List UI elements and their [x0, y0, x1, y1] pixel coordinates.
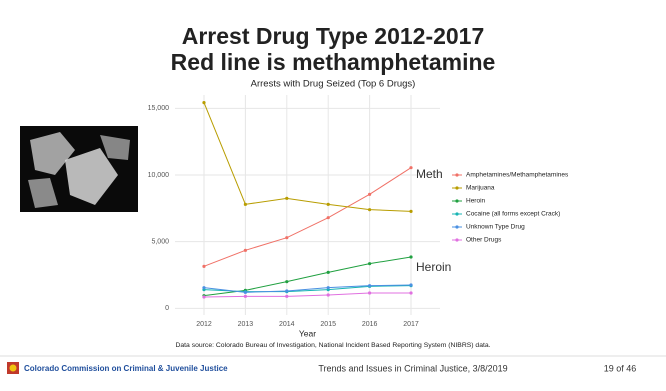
- series-line: [203, 167, 412, 267]
- data-point: [326, 286, 330, 290]
- legend-label: Marijuana: [466, 185, 495, 192]
- legend-label: Amphetamines/Methamphetamines: [466, 172, 569, 179]
- data-point: [285, 280, 289, 284]
- data-point: [409, 209, 413, 213]
- legend-label: Other Drugs: [466, 237, 502, 244]
- legend-swatch: [455, 212, 459, 216]
- legend-swatch: [455, 199, 459, 203]
- footer-organization: Colorado Commission on Criminal & Juveni…: [24, 364, 228, 373]
- x-axis-label: Year: [299, 328, 316, 338]
- x-tick-label: 2014: [279, 321, 295, 328]
- data-point: [368, 192, 372, 196]
- x-tick-label: 2017: [403, 321, 419, 328]
- legend-swatch: [455, 238, 459, 242]
- source-note: Data source: Colorado Bureau of Investig…: [175, 342, 490, 349]
- slide-title: Red line is methamphetamine: [171, 49, 496, 75]
- data-point: [243, 248, 247, 252]
- data-point: [202, 101, 206, 105]
- legend-label: Heroin: [466, 198, 486, 205]
- data-point: [326, 202, 330, 206]
- legend-label: Unknown Type Drug: [466, 224, 525, 231]
- x-tick-label: 2012: [196, 321, 212, 328]
- legend-swatch: [455, 173, 459, 177]
- legend-swatch: [455, 225, 459, 229]
- data-point: [243, 202, 247, 206]
- x-tick-label: 2013: [238, 321, 254, 328]
- y-tick-label: 10,000: [148, 172, 170, 179]
- slide-title: Arrest Drug Type 2012-2017: [182, 23, 485, 49]
- data-point: [243, 294, 247, 298]
- data-point: [409, 166, 413, 170]
- data-point: [368, 291, 372, 295]
- footer-center: Trends and Issues in Criminal Justice, 3…: [318, 363, 507, 373]
- data-point: [326, 216, 330, 220]
- data-point: [202, 264, 206, 268]
- chart-title: Arrests with Drug Seized (Top 6 Drugs): [251, 79, 416, 90]
- data-point: [285, 294, 289, 298]
- page-number: 19 of 46: [604, 363, 637, 373]
- data-point: [409, 255, 413, 259]
- data-point: [202, 286, 206, 290]
- series-line: [203, 284, 412, 293]
- data-point: [326, 270, 330, 274]
- logo: [9, 364, 17, 372]
- x-tick-label: 2015: [320, 321, 336, 328]
- data-point: [409, 283, 413, 287]
- y-tick-label: 5,000: [151, 239, 169, 246]
- data-point: [285, 289, 289, 293]
- annotation: Meth: [416, 167, 443, 181]
- y-tick-label: 0: [165, 305, 169, 312]
- data-point: [285, 196, 289, 200]
- data-point: [409, 291, 413, 295]
- y-tick-label: 15,000: [148, 105, 170, 112]
- series-line: [203, 292, 412, 298]
- data-point: [243, 290, 247, 294]
- data-point: [202, 295, 206, 299]
- x-tick-label: 2016: [362, 321, 378, 328]
- data-point: [326, 293, 330, 297]
- data-point: [368, 208, 372, 212]
- photo: [20, 126, 138, 212]
- legend-label: Cocaine (all forms except Crack): [466, 211, 560, 218]
- data-point: [285, 236, 289, 240]
- data-point: [368, 262, 372, 266]
- legend-swatch: [455, 186, 459, 190]
- annotation: Heroin: [416, 260, 451, 274]
- data-point: [368, 284, 372, 288]
- series-line: [203, 102, 412, 212]
